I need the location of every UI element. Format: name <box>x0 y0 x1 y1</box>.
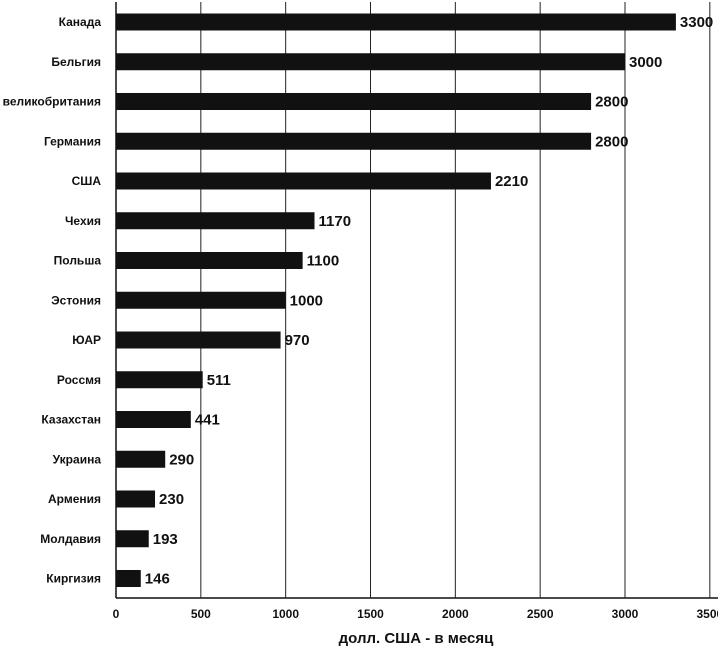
category-label: Армения <box>48 492 101 506</box>
bar <box>116 132 592 150</box>
value-label: 1000 <box>290 292 323 309</box>
category-label: Киргизия <box>46 572 101 586</box>
value-label: 3000 <box>629 54 662 71</box>
value-label: 146 <box>145 571 170 588</box>
value-label: 441 <box>195 412 220 429</box>
category-label: великобритания <box>3 95 101 109</box>
bar <box>116 212 315 230</box>
category-label: Казахстан <box>41 413 101 427</box>
x-tick-label: 500 <box>191 607 211 621</box>
category-label: Россмя <box>57 373 101 387</box>
category-labels: Канада Бельгия великобритания Германия США Че… <box>3 15 102 586</box>
value-label: 511 <box>207 372 231 389</box>
category-label: Германия <box>44 134 101 148</box>
bar <box>116 93 592 110</box>
value-label: 193 <box>153 531 178 548</box>
x-tick-labels: 0 500 1000 1500 2000 2500 3000 3500 <box>113 607 718 621</box>
category-label: США <box>72 174 102 188</box>
bar <box>116 490 156 508</box>
x-tick-label: 2500 <box>527 607 554 621</box>
bar <box>116 331 281 349</box>
bar <box>116 53 625 71</box>
category-label: Польша <box>54 254 102 268</box>
category-label: Эстония <box>51 293 101 307</box>
bar <box>116 291 286 309</box>
bar <box>116 530 149 548</box>
x-tick-label: 1000 <box>272 607 299 621</box>
bar <box>116 570 141 587</box>
x-tick-label: 3000 <box>612 607 639 621</box>
bar <box>116 252 303 269</box>
category-label: Молдавия <box>40 532 101 546</box>
bar <box>116 172 491 190</box>
value-label: 230 <box>159 491 184 508</box>
bar <box>116 411 191 428</box>
value-label: 3300 <box>680 14 713 31</box>
value-label: 1100 <box>307 253 340 270</box>
bar <box>116 371 203 389</box>
value-label: 970 <box>285 332 310 349</box>
value-labels: 3300 3000 2800 2800 2210 1170 1100 1000 970 511 44… <box>145 14 714 588</box>
value-label: 2800 <box>595 94 628 111</box>
category-label: Украина <box>53 452 102 466</box>
category-label: Бельгия <box>51 55 101 69</box>
x-tick-label: 1500 <box>357 607 384 621</box>
x-axis-title: долл. США - в месяц <box>339 630 494 647</box>
category-label: Чехия <box>65 214 101 228</box>
value-label: 2800 <box>595 133 628 150</box>
x-tick-label: 3500 <box>696 607 718 621</box>
value-label: 2210 <box>495 173 528 190</box>
category-label: ЮАР <box>72 333 101 347</box>
category-label: Канада <box>59 15 102 29</box>
bars <box>116 13 676 587</box>
x-tick-label: 0 <box>113 607 120 621</box>
bar <box>116 450 166 468</box>
value-label: 290 <box>169 451 194 468</box>
value-label: 1170 <box>319 213 352 230</box>
x-tick-label: 2000 <box>442 607 469 621</box>
bar <box>116 13 676 31</box>
